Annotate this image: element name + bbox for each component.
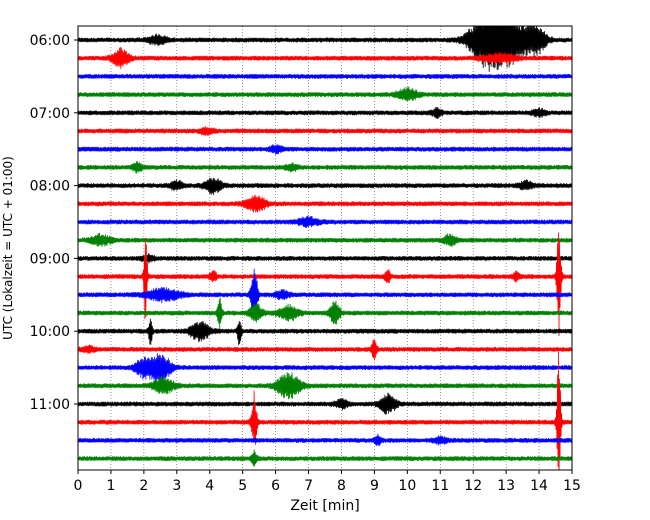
y-tick-label: 08:00 xyxy=(30,179,70,195)
x-tick-label: 12 xyxy=(464,478,482,494)
seismic-trace xyxy=(78,433,572,447)
seismic-trace xyxy=(78,215,572,229)
y-tick-label: 11:00 xyxy=(30,397,70,413)
traces xyxy=(78,26,572,470)
seismic-trace xyxy=(78,268,572,316)
seismic-trace xyxy=(78,392,572,415)
plot-background xyxy=(78,26,572,470)
seismic-trace xyxy=(78,339,572,361)
x-tick-label: 2 xyxy=(139,478,148,494)
seismic-trace xyxy=(78,160,572,174)
x-tick-label: 3 xyxy=(172,478,181,494)
x-tick-label: 0 xyxy=(74,478,83,494)
x-tick-label: 11 xyxy=(431,478,449,494)
seismic-trace xyxy=(78,232,572,248)
x-tick-label: 8 xyxy=(337,478,346,494)
seismic-trace xyxy=(78,449,572,467)
seismic-trace xyxy=(78,73,572,79)
y-tick-label: 07:00 xyxy=(30,106,70,122)
x-tick-label: 14 xyxy=(530,478,548,494)
seismic-trace xyxy=(78,86,572,102)
seismic-trace xyxy=(78,318,572,346)
seismic-trace xyxy=(78,46,572,70)
y-tick-label: 09:00 xyxy=(30,251,70,267)
x-tick-label: 13 xyxy=(497,478,515,494)
seismic-trace xyxy=(78,372,572,400)
x-tick-label: 9 xyxy=(370,478,379,494)
y-tick-label: 06:00 xyxy=(30,33,70,49)
y-axis-ticks: 06:00 07:00 08:00 09:00 10:00 11:00 xyxy=(30,33,78,413)
x-tick-label: 10 xyxy=(398,478,416,494)
x-grid xyxy=(110,26,540,470)
seismic-trace xyxy=(78,232,572,337)
seismic-trace xyxy=(78,125,572,137)
x-axis-label: Zeit [min] xyxy=(290,498,359,514)
seismic-trace xyxy=(78,177,572,195)
x-tick-label: 15 xyxy=(563,478,581,494)
seismic-trace xyxy=(78,351,572,470)
x-tick-label: 4 xyxy=(205,478,214,494)
x-tick-label: 7 xyxy=(304,478,313,494)
seismic-trace xyxy=(78,143,572,155)
seismic-trace xyxy=(78,106,572,120)
x-tick-label: 6 xyxy=(271,478,280,494)
y-tick-label: 10:00 xyxy=(30,324,70,340)
y-axis-label: UTC (Lokalzeit = UTC + 01:00) xyxy=(1,156,15,340)
seismic-trace xyxy=(78,352,572,384)
seismic-trace xyxy=(78,253,572,264)
x-tick-label: 1 xyxy=(106,478,115,494)
x-axis-ticks: 0 1 2 3 4 5 6 7 8 9 10 11 12 13 14 15 xyxy=(74,470,581,494)
seismic-trace xyxy=(78,194,572,213)
plot-frame xyxy=(77,25,573,471)
x-tick-label: 5 xyxy=(238,478,247,494)
seismic-trace xyxy=(78,297,572,330)
seismic-trace xyxy=(78,26,572,73)
